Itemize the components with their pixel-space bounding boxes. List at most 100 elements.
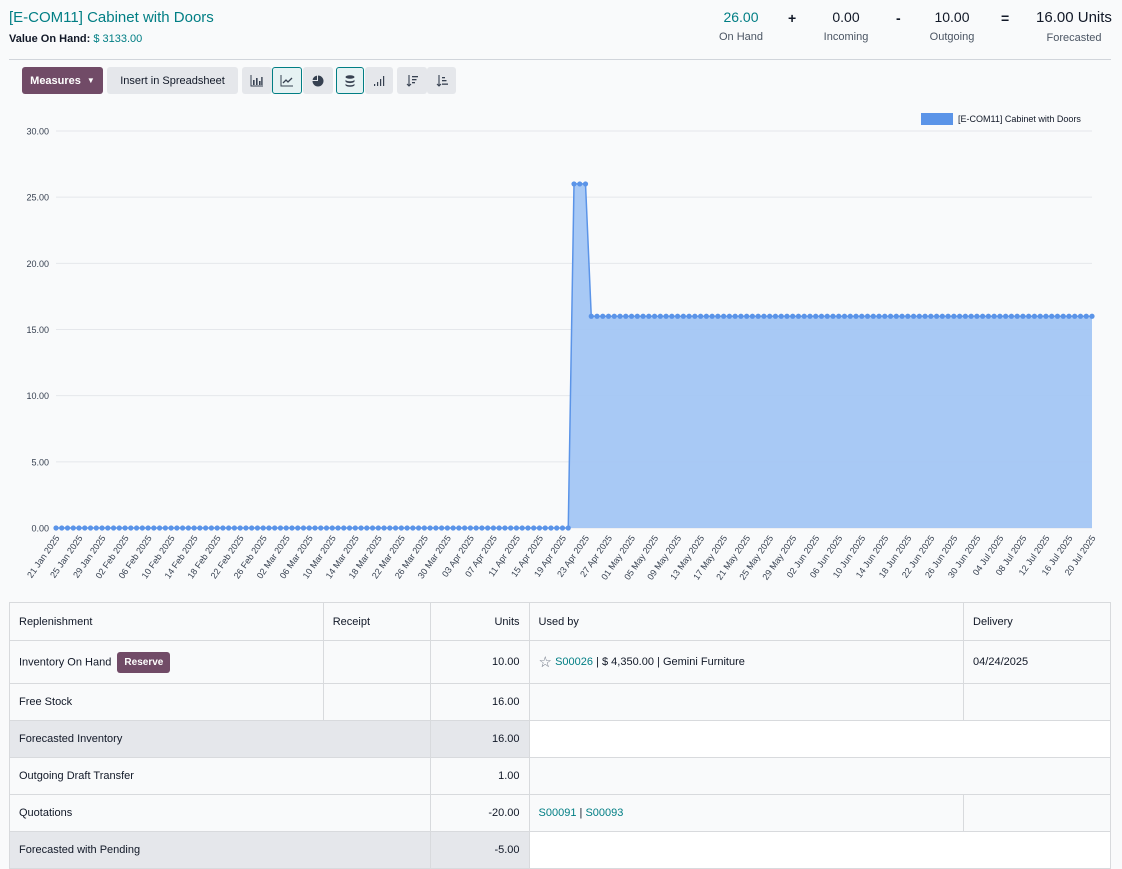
data-point [479, 525, 485, 531]
data-point [260, 525, 266, 531]
data-point [991, 313, 997, 319]
data-point [870, 313, 876, 319]
data-point [145, 525, 151, 531]
sort-descending-icon[interactable] [397, 67, 427, 94]
sale-order-link[interactable]: S00026 [555, 655, 593, 668]
data-point [628, 313, 635, 319]
data-point [70, 525, 76, 531]
star-icon[interactable]: ☆ [538, 654, 552, 671]
measures-button[interactable]: Measures ▼ [22, 67, 103, 94]
data-point [105, 525, 111, 531]
reserve-button[interactable]: Reserve [117, 651, 171, 673]
data-point [467, 525, 473, 531]
data-point [997, 313, 1003, 319]
data-point [485, 525, 491, 531]
data-point [335, 525, 341, 531]
forecasted-value: 16.00 Units [1036, 9, 1112, 26]
forecasted-inventory-label: Forecasted Inventory [9, 720, 431, 758]
data-point [980, 313, 986, 319]
data-point [416, 525, 422, 531]
units-cell: 10.00 [429, 640, 530, 684]
data-point [191, 525, 197, 531]
data-point [548, 525, 554, 531]
data-point [180, 525, 186, 531]
data-point [1037, 313, 1043, 319]
data-point [651, 313, 658, 319]
cumulative-icon[interactable] [365, 67, 393, 94]
data-point [646, 313, 652, 319]
y-tick-label: 15.00 [26, 325, 49, 335]
separator: | [596, 655, 599, 668]
minus-operator: - [896, 10, 901, 26]
data-point [427, 525, 433, 531]
data-point [272, 525, 278, 531]
bar-chart-icon[interactable] [242, 67, 272, 94]
data-point [525, 525, 531, 531]
data-point [1083, 313, 1089, 319]
data-point [968, 313, 974, 319]
delivery-date-cell: 04/24/2025 [963, 640, 1111, 684]
data-point [922, 313, 928, 319]
quotation-link[interactable]: S00091 [538, 807, 577, 819]
data-point [1014, 313, 1020, 319]
data-point [323, 525, 330, 531]
data-point [703, 313, 709, 319]
receipt-cell [322, 640, 431, 684]
units-cell: 16.00 [429, 683, 530, 721]
used-by-cell: S00091 | S00093 [528, 794, 965, 832]
data-point [249, 525, 255, 531]
incoming-label: Incoming [823, 31, 869, 43]
data-point [565, 525, 571, 531]
outgoing-stat: 10.00 Outgoing [921, 9, 983, 43]
data-point [882, 313, 888, 319]
data-point [744, 313, 750, 319]
data-point [657, 313, 663, 319]
inventory-on-hand-label: Inventory On Hand [19, 655, 112, 668]
data-point [433, 525, 439, 531]
data-point [220, 525, 226, 531]
data-point [381, 525, 387, 531]
replenishment-table: Replenishment Receipt Units Used by Deli… [9, 602, 1112, 869]
data-point [243, 525, 249, 531]
line-chart-icon[interactable] [272, 67, 302, 94]
plus-operator: + [788, 10, 797, 26]
pie-chart-icon[interactable] [303, 67, 333, 94]
column-header-replenishment: Replenishment [9, 602, 324, 641]
table-header-row: Replenishment Receipt Units Used by Deli… [9, 602, 1111, 641]
data-point [686, 313, 692, 319]
data-point [962, 313, 968, 319]
data-point [306, 525, 312, 531]
forecast-chart: 0.00 5.00 10.00 15.00 20.00 25.00 30.00 21 Jan … [0, 100, 1122, 600]
data-point [93, 525, 99, 531]
table-row: Forecasted Inventory 16.00 [9, 720, 1112, 758]
product-title[interactable]: [E-COM11] Cabinet with Doors [9, 9, 214, 26]
data-point [254, 525, 261, 531]
data-point [312, 525, 318, 531]
separator: | [657, 655, 660, 668]
sort-ascending-icon[interactable] [427, 67, 456, 94]
data-point [698, 313, 704, 319]
insert-spreadsheet-button[interactable]: Insert in Spreadsheet [107, 67, 238, 94]
data-point [122, 525, 128, 531]
data-point [749, 313, 756, 319]
data-point [841, 313, 848, 319]
data-point [772, 313, 779, 319]
data-point [513, 525, 520, 531]
data-point [663, 313, 669, 319]
receipt-cell [322, 683, 431, 721]
data-point [346, 525, 353, 531]
data-point [208, 525, 214, 531]
data-point [421, 525, 427, 531]
data-point [295, 525, 301, 531]
data-point [985, 313, 992, 319]
data-point [531, 525, 537, 531]
stacked-icon[interactable] [336, 67, 364, 94]
equals-operator: = [1001, 10, 1010, 26]
quotation-link[interactable]: S00093 [585, 807, 624, 819]
data-point [795, 313, 802, 319]
data-point [444, 525, 450, 531]
on-hand-stat[interactable]: 26.00 On Hand [711, 9, 771, 43]
data-point [588, 313, 594, 319]
data-point [928, 313, 934, 319]
